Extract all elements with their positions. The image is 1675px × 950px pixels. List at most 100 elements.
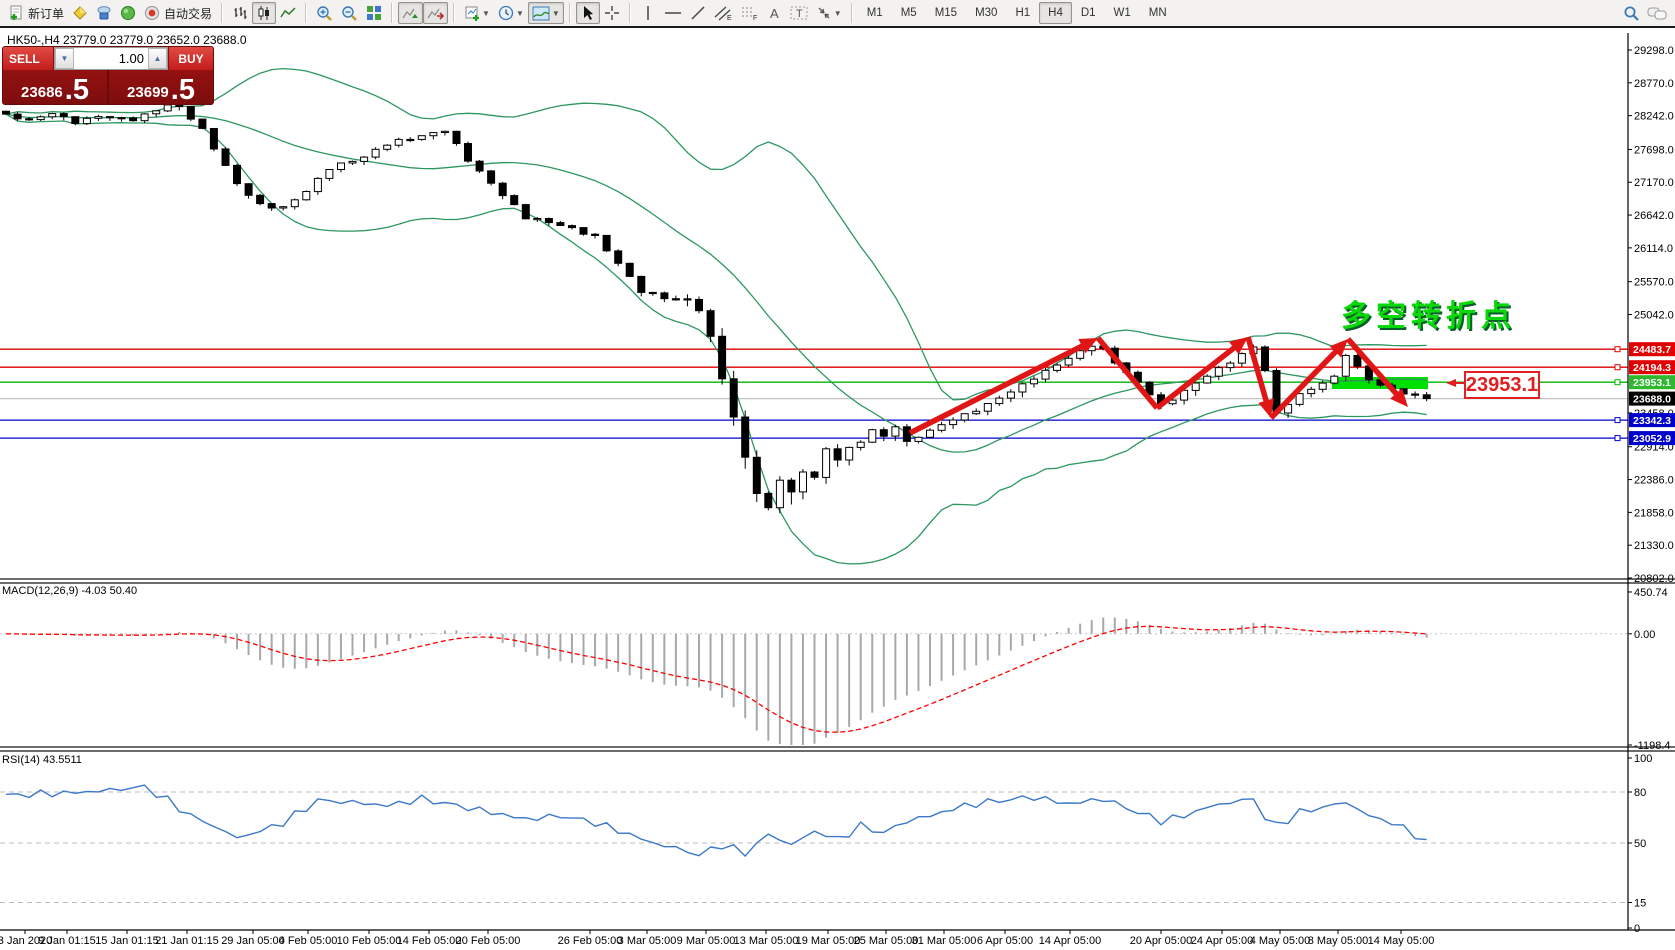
svg-text:29298.0: 29298.0 — [1634, 45, 1674, 57]
zoom-in-button[interactable] — [312, 2, 337, 24]
signals-icon — [120, 5, 136, 21]
price-callout-label[interactable]: 23953.1 — [1464, 371, 1540, 399]
trendline-tool[interactable] — [686, 2, 710, 24]
horizontal-line-tool[interactable] — [660, 2, 686, 24]
toolbar-separator — [628, 3, 631, 23]
dropdown-caret: ▼ — [551, 8, 560, 18]
toolbar-separator — [391, 3, 394, 23]
svg-text:31 Mar 05:00: 31 Mar 05:00 — [912, 935, 977, 947]
line-chart-icon — [280, 5, 296, 21]
chat-icon — [1647, 5, 1667, 21]
crosshair-tool-button[interactable] — [600, 2, 624, 24]
svg-text:22386.0: 22386.0 — [1634, 475, 1674, 487]
svg-text:3 Mar 05:00: 3 Mar 05:00 — [618, 935, 677, 947]
channel-icon: E — [714, 5, 732, 21]
timeframe-h1[interactable]: H1 — [1015, 7, 1031, 19]
dropdown-caret: ▼ — [482, 8, 490, 18]
svg-text:23052.9: 23052.9 — [1633, 433, 1671, 445]
svg-text:A: A — [770, 6, 779, 21]
indicators-menu-button[interactable]: ▼ — [460, 2, 494, 24]
clock-icon — [498, 5, 514, 21]
text-label-tool[interactable]: T — [786, 2, 812, 24]
timeframe-m30[interactable]: M30 — [975, 7, 998, 19]
gold-icon — [72, 5, 88, 21]
equidistant-channel-tool[interactable]: E — [710, 2, 736, 24]
arrows-icon — [816, 5, 832, 21]
svg-text:23953.1: 23953.1 — [1633, 377, 1671, 389]
timeframe-mn[interactable]: MN — [1148, 7, 1167, 19]
candlestick-chart-icon — [256, 5, 272, 21]
toolbar-separator — [221, 3, 224, 23]
timeframe-d1[interactable]: D1 — [1080, 7, 1096, 19]
svg-text:24483.7: 24483.7 — [1633, 344, 1671, 356]
toolbar-separator — [568, 3, 571, 23]
svg-text:27170.0: 27170.0 — [1634, 177, 1674, 189]
svg-text:26 Feb 05:00: 26 Feb 05:00 — [558, 935, 623, 947]
macd-indicator-label: MACD(12,26,9) -4.03 50.40 — [2, 585, 138, 597]
cursor-tool-button[interactable] — [575, 2, 600, 24]
svg-text:26642.0: 26642.0 — [1634, 210, 1674, 222]
toolbar-separator — [850, 3, 853, 23]
timeframe-m15[interactable]: M15 — [934, 7, 958, 19]
vertical-line-tool[interactable] — [636, 2, 660, 24]
svg-text:24194.3: 24194.3 — [1633, 362, 1671, 374]
buy-price-frac: .5 — [170, 74, 195, 105]
signals-button[interactable] — [116, 2, 140, 24]
trendline-icon — [690, 5, 706, 21]
svg-text:28242.0: 28242.0 — [1634, 111, 1674, 123]
sell-button[interactable]: SELL — [3, 47, 54, 70]
sell-price[interactable]: 23686 .5 — [3, 70, 109, 105]
bar-chart-button[interactable] — [228, 2, 252, 24]
volume-increase-button[interactable]: ▲ — [148, 48, 167, 69]
svg-text:29 Jan 05:00: 29 Jan 05:00 — [221, 935, 285, 947]
templates-menu-button[interactable]: ▼ — [527, 2, 564, 24]
search-icon — [1623, 5, 1639, 21]
sell-price-main: 23686 — [21, 84, 63, 101]
svg-text:4 Feb 05:00: 4 Feb 05:00 — [279, 935, 338, 947]
svg-text:-1198.4: -1198.4 — [1634, 740, 1671, 752]
svg-text:25042.0: 25042.0 — [1634, 310, 1674, 322]
chart-shift-button[interactable] — [423, 2, 449, 24]
arrows-tool[interactable]: ▼ — [812, 2, 846, 24]
candlestick-chart-button[interactable] — [252, 2, 277, 24]
fibonacci-icon: F — [740, 5, 758, 21]
svg-text:14 Apr 05:00: 14 Apr 05:00 — [1039, 935, 1101, 947]
text-tool[interactable]: A — [762, 2, 786, 24]
crosshair-icon — [604, 5, 620, 21]
auto-scroll-button[interactable] — [398, 2, 424, 24]
vertical-line-icon — [642, 5, 654, 21]
auto-trading-button[interactable]: 自动交易 — [140, 2, 216, 24]
new-order-button[interactable]: 新订单 — [4, 2, 68, 24]
svg-text:F: F — [753, 15, 757, 21]
dropdown-caret: ▼ — [515, 8, 524, 18]
fibonacci-tool[interactable]: F — [736, 2, 762, 24]
virtual-hosting-button[interactable] — [92, 2, 116, 24]
timeframe-m1[interactable]: M1 — [866, 7, 883, 19]
add-indicator-icon — [464, 5, 480, 21]
svg-text:450.74: 450.74 — [1634, 587, 1668, 599]
volume-decrease-button[interactable]: ▼ — [55, 48, 74, 69]
svg-text:9 Jan 01:15: 9 Jan 01:15 — [38, 935, 96, 947]
svg-text:4 May 05:00: 4 May 05:00 — [1250, 935, 1311, 947]
deposit-button[interactable] — [68, 2, 92, 24]
search-button[interactable] — [1619, 2, 1643, 24]
line-chart-button[interactable] — [276, 2, 300, 24]
svg-text:23688.0: 23688.0 — [1633, 394, 1671, 406]
svg-text:21330.0: 21330.0 — [1634, 540, 1674, 552]
timeframe-w1[interactable]: W1 — [1113, 7, 1131, 19]
svg-text:28770.0: 28770.0 — [1634, 78, 1674, 90]
periods-menu-button[interactable]: ▼ — [494, 2, 528, 24]
timeframe-h4[interactable]: H4 — [1039, 2, 1072, 24]
sell-price-frac: .5 — [64, 74, 89, 105]
timeframe-m5[interactable]: M5 — [900, 7, 917, 19]
buy-button[interactable]: BUY — [168, 47, 213, 70]
tile-windows-button[interactable] — [362, 2, 386, 24]
volume-value[interactable]: 1.00 — [118, 51, 144, 66]
auto-trading-label: 自动交易 — [164, 6, 213, 21]
buy-price[interactable]: 23699 .5 — [109, 70, 213, 105]
chat-button[interactable] — [1643, 2, 1671, 24]
template-icon — [532, 6, 550, 21]
zoom-out-button[interactable] — [337, 2, 362, 24]
svg-text:20 Feb 05:00: 20 Feb 05:00 — [456, 935, 521, 947]
